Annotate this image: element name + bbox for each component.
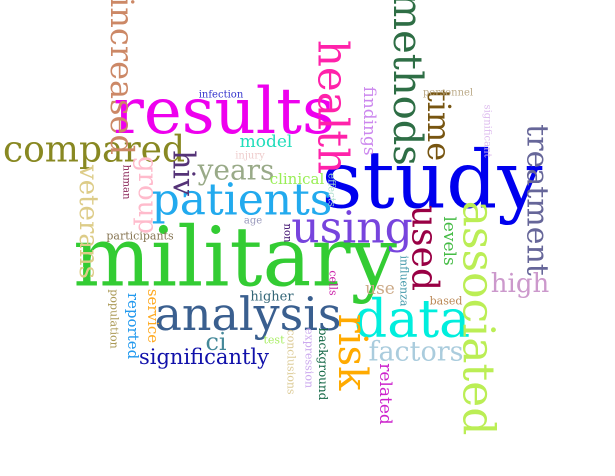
word-infection: infection	[199, 90, 244, 101]
word-findings: findings	[359, 86, 379, 155]
word-significant: significant	[482, 104, 493, 157]
word-data: data	[354, 290, 470, 350]
word-background: background	[316, 328, 330, 401]
word-compared: compared	[3, 130, 185, 171]
word-participants: participants	[106, 230, 174, 243]
word-related: related	[375, 363, 395, 425]
word-group: group	[132, 156, 162, 234]
word-analysis: analysis	[154, 287, 341, 341]
word-results: results	[113, 75, 335, 149]
word-cells: cells	[327, 270, 340, 296]
word-model: model	[240, 132, 293, 152]
word-based: based	[430, 295, 463, 308]
word-risk: risk	[329, 314, 375, 391]
word-ci: ci	[205, 328, 226, 356]
word-years: years	[197, 154, 275, 187]
word-use: use	[365, 279, 395, 299]
word-significantly: significantly	[139, 345, 269, 369]
word-treatment: treatment	[520, 124, 555, 276]
word-influenza: influenza	[398, 256, 411, 307]
word-levels: levels	[439, 216, 459, 265]
word-reported: reported	[124, 293, 142, 360]
word-service: service	[144, 289, 162, 343]
word-health: health	[309, 40, 358, 174]
word-expression: expression	[303, 328, 316, 388]
word-age: age	[244, 216, 262, 227]
word-hiv: hiv	[166, 150, 201, 196]
word-personnel: personnel	[423, 88, 473, 99]
word-human: human	[121, 165, 132, 200]
word-effects: effects	[326, 173, 337, 207]
word-non: non	[282, 224, 293, 243]
word-study: study	[321, 134, 542, 227]
word-increased: increased	[103, 0, 141, 155]
word-high: high	[491, 269, 550, 299]
word-veterans: veterans	[73, 164, 103, 279]
word-military: military	[73, 211, 397, 306]
word-associated: associated	[453, 201, 504, 436]
word-using: using	[291, 203, 413, 254]
word-population: population	[108, 289, 121, 349]
word-methods: methods	[384, 0, 430, 166]
word-injury: injury	[235, 151, 265, 162]
word-time: time	[420, 89, 458, 161]
word-conclusions: conclusions	[285, 329, 298, 395]
word-test: test	[264, 334, 286, 347]
word-used: used	[404, 205, 445, 291]
word-higher: higher	[250, 290, 294, 305]
word-patients: patients	[152, 175, 333, 226]
word-factors: factors	[368, 337, 463, 368]
word-clinical: clinical	[270, 170, 325, 188]
